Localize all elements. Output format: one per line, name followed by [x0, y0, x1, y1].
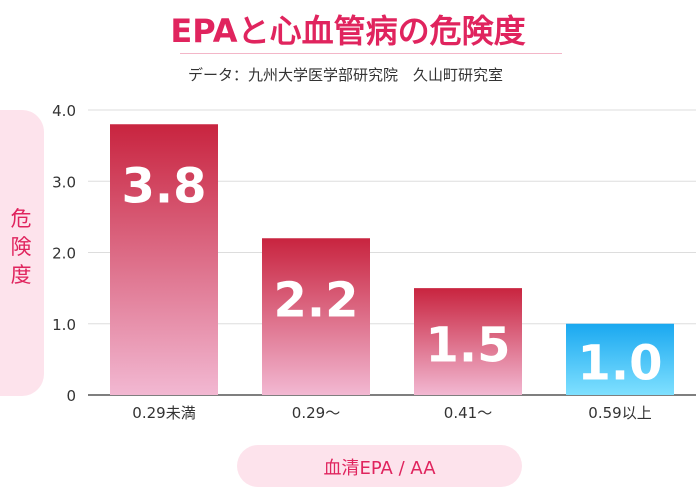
data-source: データ：九州大学医学部研究院 久山町研究室: [188, 66, 504, 84]
x-tick-label: 0.29〜: [292, 404, 340, 422]
y-tick-label: 4.0: [52, 102, 76, 120]
y-axis-label: 危険度: [10, 207, 32, 287]
chart-title: EPAと心血管病の危険度: [170, 12, 526, 50]
bar: [110, 124, 218, 395]
y-tick-label: 3.0: [52, 173, 76, 191]
x-axis-label: 血清EPA / AA: [323, 458, 436, 479]
bar: [262, 238, 370, 395]
bar-chart: 01.02.03.04.0 3.82.21.5 1.0 0.29未満 0.29〜 0.…: [52, 102, 696, 422]
bar: [414, 288, 522, 395]
y-tick-labels: 0 1.0 2.0 3.0 4.0: [52, 102, 76, 405]
y-tick-label: 2.0: [52, 245, 76, 263]
data-label: 1.0: [577, 335, 662, 391]
x-axis-label-background: [237, 445, 522, 487]
y-tick-label: 0: [66, 387, 76, 405]
bars: [110, 124, 674, 395]
title-divider: [180, 53, 562, 54]
bar: [566, 323, 674, 395]
data-label: 3.8: [121, 158, 206, 214]
data-label: 2.2: [273, 272, 358, 328]
y-tick-label: 1.0: [52, 316, 76, 334]
data-labels: 3.8 2.2 1.5 1.0: [121, 158, 662, 391]
x-tick-label: 0.29未満: [132, 404, 195, 422]
x-tick-labels: 0.29未満 0.29〜 0.41〜 0.59以上: [132, 404, 651, 422]
data-label: 1.5: [425, 318, 510, 374]
x-tick-label: 0.41〜: [444, 404, 492, 422]
x-tick-label: 0.59以上: [588, 404, 651, 422]
y-axis-label-background: [0, 110, 44, 396]
